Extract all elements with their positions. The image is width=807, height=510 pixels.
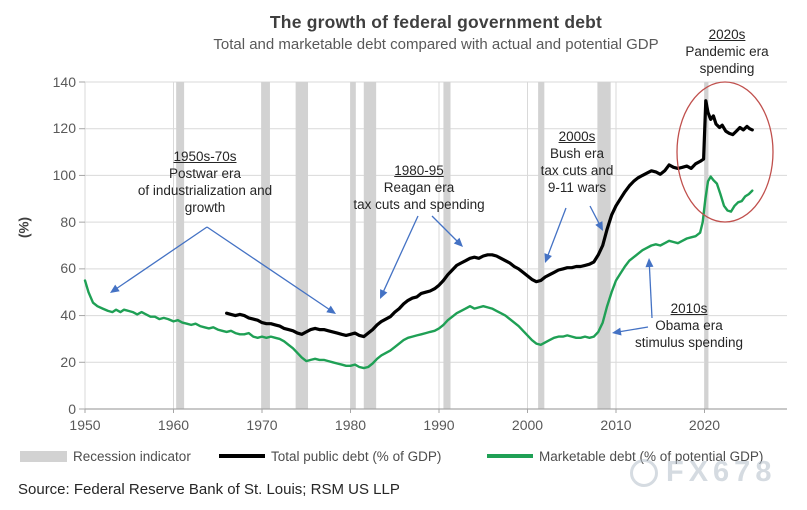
x-tick-label: 1960 — [157, 417, 190, 433]
annotation-line: Reagan era — [383, 180, 455, 195]
annotation-line: 9-11 wars — [547, 180, 607, 195]
legend-item: Marketable debt (% of potential GDP) — [487, 448, 763, 464]
annotation-arrowhead-icon — [595, 221, 603, 231]
annotation-line: of industrialization and — [137, 183, 273, 198]
annotation-arrowhead-icon — [544, 253, 552, 263]
chart-subtitle: Total and marketable debt compared with … — [213, 36, 659, 53]
annotation-line: Bush era — [549, 146, 605, 161]
annotation-arrow-line — [206, 226, 332, 312]
y-tick-label: 40 — [60, 307, 76, 324]
annotation-arrowhead-icon — [453, 237, 463, 247]
legend-label: Marketable debt (% of potential GDP) — [539, 448, 764, 464]
annotation-obama: 2010s Obama era stimulus spending — [589, 300, 789, 351]
annotation-arrowhead-icon — [380, 289, 388, 299]
y-tick-label: 80 — [60, 213, 76, 230]
x-tick-label: 2010 — [600, 417, 632, 433]
legend-item: Recession indicator — [20, 448, 191, 464]
pandemic-highlight-ellipse — [676, 81, 774, 223]
legend-item: Total public debt (% of GDP) — [219, 448, 441, 464]
annotation-line: tax cuts and — [540, 163, 614, 178]
legend-label: Total public debt (% of GDP) — [271, 448, 442, 464]
annotation-arrow-line — [589, 205, 601, 226]
recession-bar — [261, 82, 270, 409]
annotation-heading: 1980-95 — [394, 163, 444, 178]
annotation-pandemic: 2020s Pandemic era spending — [627, 26, 807, 77]
annotation-reagan: 1980-95 Reagan era tax cuts and spending — [319, 162, 519, 213]
x-tick-label: 2000 — [511, 417, 544, 433]
annotation-heading: 2000s — [558, 129, 596, 144]
annotation-heading: 2010s — [670, 301, 708, 316]
legend-swatch-icon — [20, 450, 67, 462]
annotation-line: spending — [699, 61, 755, 76]
annotation-heading: 2020s — [708, 27, 746, 42]
recession-bar — [295, 82, 309, 409]
y-tick-label: 120 — [52, 120, 76, 137]
recession-bar — [363, 82, 377, 409]
series-marketable-debt-line — [83, 175, 754, 370]
annotation-heading: 1950s-70s — [173, 149, 237, 164]
annotation-bush: 2000s Bush era tax cuts and 9-11 wars — [477, 128, 677, 196]
annotation-arrow-line — [648, 263, 653, 319]
annotation-arrow-line — [381, 215, 419, 294]
x-tick-label: 2020 — [688, 417, 721, 433]
annotation-arrowhead-icon — [612, 327, 622, 336]
y-tick-label: 140 — [52, 73, 76, 90]
x-tick-label: 1980 — [334, 417, 367, 433]
legend-swatch-icon — [487, 454, 533, 458]
x-tick-label: 1970 — [246, 417, 278, 433]
x-tick-label: 1950 — [69, 417, 101, 433]
y-tick-label: 20 — [60, 353, 76, 370]
y-tick-label: 100 — [52, 166, 76, 183]
y-tick-label: 60 — [60, 260, 76, 277]
annotation-arrowhead-icon — [110, 284, 120, 293]
y-tick-label: 0 — [68, 400, 76, 417]
annotation-arrow-line — [546, 207, 567, 258]
annotation-line: Postwar era — [168, 166, 242, 181]
recession-bar — [704, 82, 709, 409]
chart-title: The growth of federal government debt — [269, 12, 603, 32]
annotation-line: Obama era — [655, 318, 723, 333]
annotation-postwar: 1950s-70s Postwar era of industrialization… — [105, 148, 305, 216]
annotation-arrow-line — [431, 215, 460, 244]
annotation-arrow-line — [617, 326, 649, 333]
annotation-line: Pandemic era — [685, 44, 769, 59]
annotation-line: growth — [184, 200, 226, 215]
annotation-line: stimulus spending — [634, 335, 744, 350]
annotation-arrowhead-icon — [326, 305, 336, 314]
legend-label: Recession indicator — [73, 448, 191, 464]
recession-bar — [443, 82, 451, 409]
recession-bar — [350, 82, 356, 409]
annotation-line: tax cuts and spending — [353, 197, 485, 212]
legend-swatch-icon — [219, 454, 265, 458]
series-total-public-debt-line — [225, 99, 754, 339]
x-tick-label: 1990 — [423, 417, 455, 433]
source-note: Source: Federal Reserve Bank of St. Loui… — [18, 481, 400, 498]
annotation-arrow-line — [114, 226, 208, 291]
recession-bar — [538, 82, 545, 409]
annotation-arrowhead-icon — [645, 258, 654, 268]
